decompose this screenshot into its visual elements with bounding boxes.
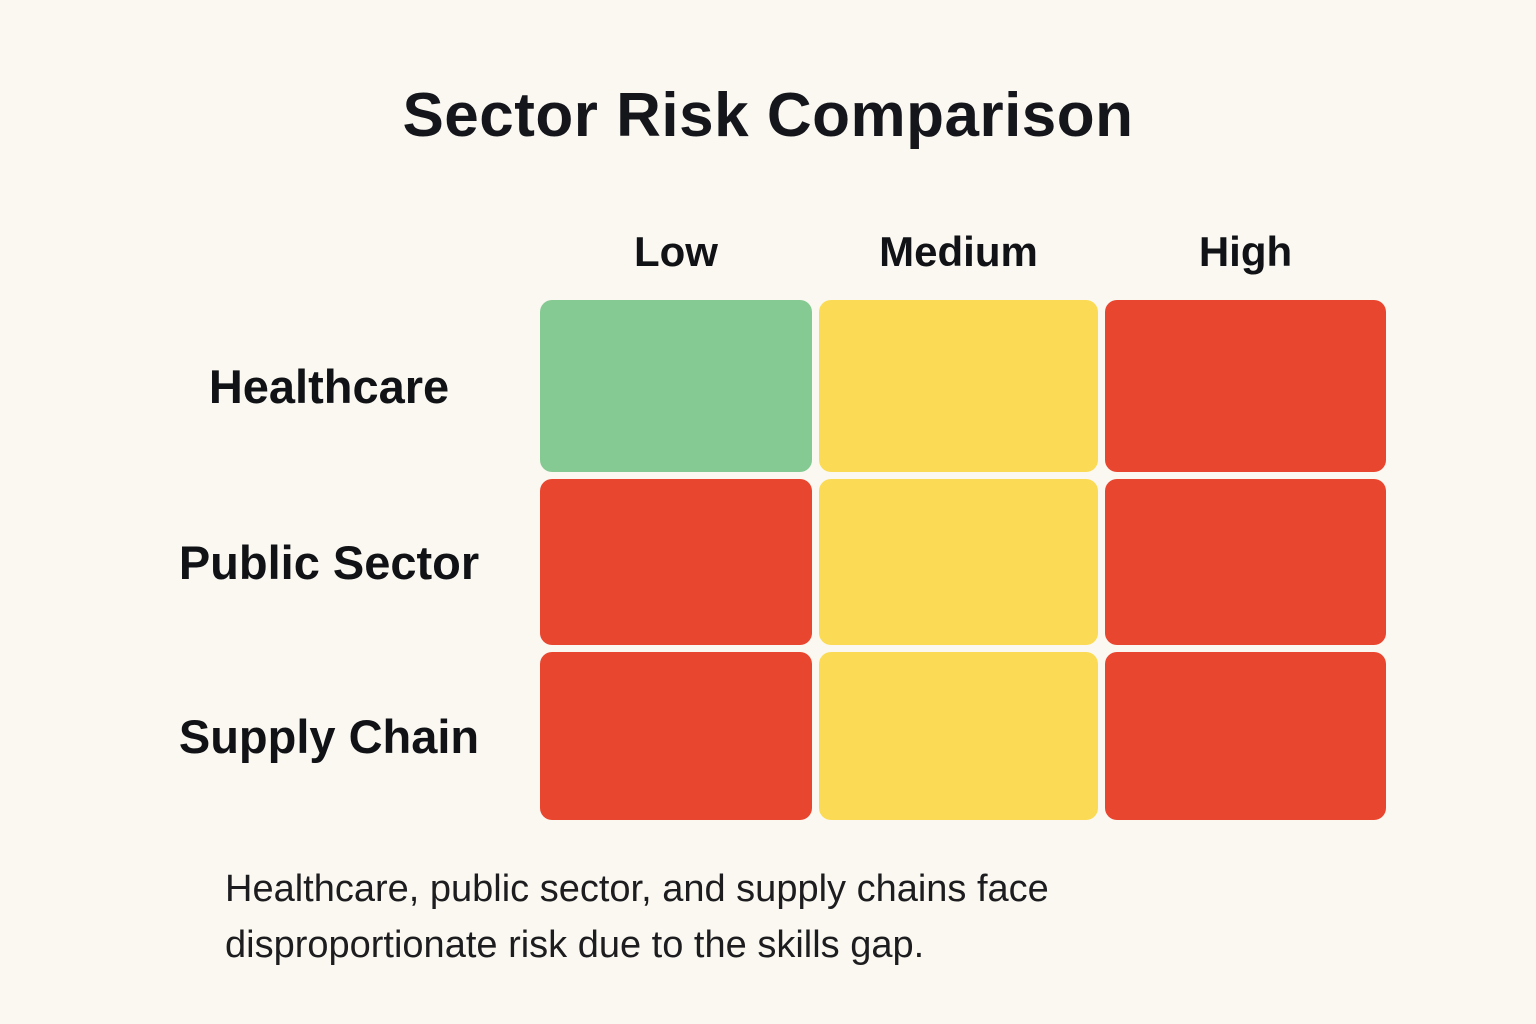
cell-healthcare-medium <box>819 300 1098 473</box>
cell-public-sector-high <box>1105 479 1386 646</box>
row-label-public-sector: Public Sector <box>178 535 480 589</box>
chart-caption: Healthcare, public sector, and supply ch… <box>225 868 1049 967</box>
cell-supply-chain-low <box>540 652 812 821</box>
column-header-high: High <box>1198 227 1293 275</box>
cell-public-sector-low <box>540 479 812 646</box>
row-label-healthcare: Healthcare <box>208 359 450 413</box>
risk-matrix: Low Medium High Healthcare Public Sector Supp… <box>145 210 1386 821</box>
cell-public-sector-medium <box>819 479 1098 646</box>
column-header-medium: Medium <box>879 227 1038 275</box>
cell-healthcare-low <box>540 300 812 473</box>
chart-title: Sector Risk Comparison <box>402 81 1134 150</box>
matrix-corner-spacer <box>145 210 533 293</box>
sector-risk-page: Sector Risk Comparison Low Medium High Heal… <box>0 80 1536 1024</box>
column-header-low: Low <box>634 227 718 275</box>
cell-healthcare-high <box>1105 300 1386 473</box>
cell-supply-chain-medium <box>819 652 1098 821</box>
cell-supply-chain-high <box>1105 652 1386 821</box>
row-label-supply-chain: Supply Chain <box>178 709 480 763</box>
